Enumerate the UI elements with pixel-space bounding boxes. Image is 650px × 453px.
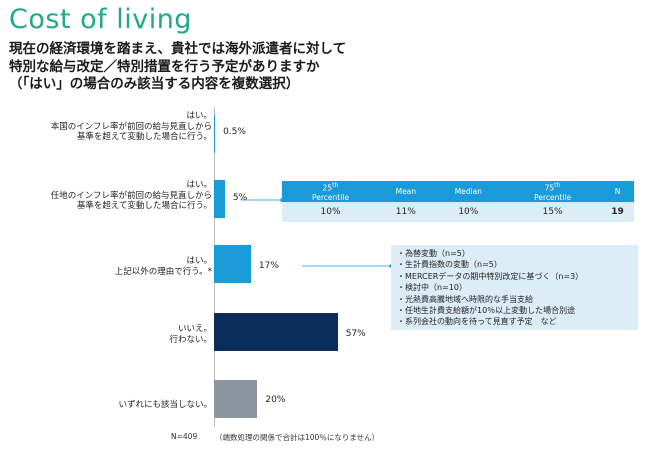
question-line: 特別な給与改定／特別措置を行う予定がありますか <box>9 58 320 75</box>
stats-header-75th: 75th Percentile <box>504 181 602 202</box>
reason-item: 為替変動（n=5） <box>397 248 632 259</box>
rounding-note: （端数処理の関係で合計は100％になりません） <box>215 433 380 442</box>
category-label-none: いずれにも該当しない。 <box>118 400 212 410</box>
reason-item: 検討中（n=10） <box>397 282 632 293</box>
reason-item: 系列会社の動向を待って見直す予定 など <box>397 316 632 327</box>
survey-question: 現在の経済環境を踏まえ、貴社では海外派遣者に対して 特別な給与改定／特別措置を行… <box>9 41 469 94</box>
category-label-home-inflation: はい。 本国のインフレ率が前回の給与見直しから 基準を超えて変動した場合に行う。 <box>50 111 212 142</box>
category-label-host-inflation: はい。 任地のインフレ率が前回の給与見直しから 基準を超えて変動した場合に行う。 <box>50 180 212 211</box>
bar-value-label: 57% <box>345 329 366 339</box>
bar-no <box>214 313 338 351</box>
bar-value-label: 20% <box>265 395 286 405</box>
stats-table: 25th Percentile Mean Median 75th Percentil… <box>282 181 634 222</box>
reason-item: 生計費指数の変動（n=5） <box>397 259 632 270</box>
bar-value-label: 17% <box>258 261 279 271</box>
stats-header-n: N <box>601 181 634 202</box>
stats-header-median: Median <box>432 181 505 202</box>
stats-header-mean: Mean <box>379 181 433 202</box>
page-title: Cost of living <box>9 4 192 35</box>
stats-header-25th: 25th Percentile <box>282 181 380 202</box>
reason-item: 光熱費高騰地域へ時限的な手当支給 <box>397 294 632 305</box>
stats-value-median: 10% <box>432 201 505 222</box>
category-label-other-reason: はい。 上記以外の理由で行う。* <box>114 256 212 277</box>
stats-value-75th: 15% <box>504 201 602 222</box>
bar-value-label: 0.5% <box>223 127 246 137</box>
stats-value-mean: 11% <box>379 201 433 222</box>
bar-host-inflation <box>214 180 225 218</box>
question-line: （「はい」の場合のみ該当する内容を複数選択） <box>9 76 300 92</box>
bar-none <box>214 380 258 418</box>
reason-item: MERCERデータの期中特別改定に基づく（n=3） <box>397 271 632 282</box>
stats-value-25th: 10% <box>282 201 380 222</box>
bar-other-reason <box>214 245 251 283</box>
stats-value-n: 19 <box>601 201 634 222</box>
category-label-no: いいえ。 行わない。 <box>169 324 212 345</box>
bar-value-label: 5% <box>232 193 248 203</box>
question-line: 現在の経済環境を踏まえ、貴社では海外派遣者に対して <box>9 41 347 57</box>
bar-home-inflation <box>214 115 216 153</box>
reason-item: 任地生計費支給額が10％以上変動した場合別途 <box>397 305 632 316</box>
sample-size-note: N=409 <box>171 432 198 441</box>
other-reasons-box: 為替変動（n=5） 生計費指数の変動（n=5） MERCERデータの期中特別改定… <box>391 245 638 330</box>
